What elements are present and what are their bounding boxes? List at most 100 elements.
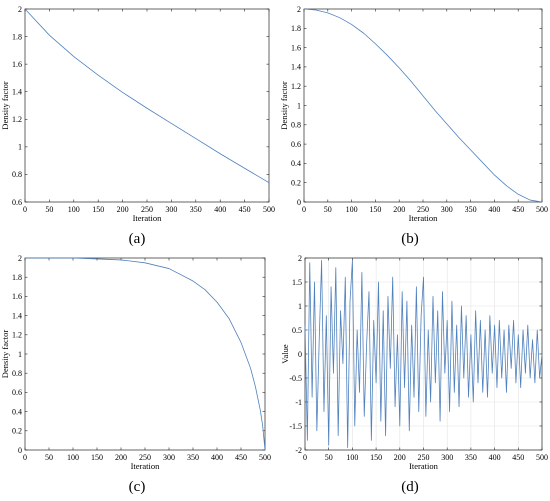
y-tick-label: 1 [298, 302, 302, 311]
x-tick-label: 300 [163, 453, 175, 462]
x-tick-label: 0 [23, 205, 27, 214]
panel-caption: (b) [401, 231, 419, 247]
y-tick-label: 1.2 [12, 115, 22, 124]
y-tick-label: -2 [295, 446, 302, 455]
y-tick-label: 1.6 [12, 60, 22, 69]
x-tick-label: 300 [441, 205, 453, 214]
x-tick-label: 400 [214, 205, 226, 214]
x-tick-label: 400 [488, 205, 500, 214]
chart-panel-a: 0 50 100 150 200 250 300 350 400 450 500 0.6 0.8 1 1.2… [0, 5, 275, 247]
y-tick-label: 1.8 [291, 24, 301, 33]
y-tick-label: 1.5 [292, 278, 302, 287]
x-tick-label: 50 [324, 205, 332, 214]
plot-frame [303, 8, 543, 203]
series-line-b-0 [303, 8, 543, 203]
chart-panel-c: 0 50 100 150 200 250 300 350 400 450 500 0 0.2 0.4 0.6… [0, 254, 271, 495]
x-tick-label: 450 [235, 453, 247, 462]
y-tick-label: 1 [18, 143, 22, 152]
x-tick-label: 450 [512, 453, 524, 462]
x-tick-label: 150 [91, 453, 103, 462]
y-tick-label: 0.6 [12, 388, 22, 397]
y-tick-label: 2 [18, 5, 22, 14]
x-tick-label: 500 [536, 453, 548, 462]
y-tick-label: 1.4 [291, 63, 301, 72]
x-tick-label: 150 [370, 453, 382, 462]
chart-panel-b: 0 50 100 150 200 250 300 350 400 450 500 0 0.2 0.4 0.6… [279, 5, 548, 247]
y-tick-label: 2 [18, 254, 22, 263]
x-tick-label: 50 [45, 453, 53, 462]
x-tick-label: 250 [139, 453, 151, 462]
panel-caption: (c) [129, 479, 146, 495]
x-tick-label: 50 [325, 453, 333, 462]
y-tick-label: 1 [18, 350, 22, 359]
y-tick-label: 0 [297, 198, 301, 207]
y-tick-label: 0.8 [12, 369, 22, 378]
x-tick-label: 300 [165, 205, 177, 214]
y-tick-label: 1 [297, 101, 301, 110]
y-tick-label: 0.5 [292, 326, 302, 335]
y-tick-label: 0.2 [291, 179, 301, 188]
x-tick-label: 400 [211, 453, 223, 462]
x-tick-label: 50 [45, 205, 53, 214]
series-line-d-0 [304, 260, 543, 448]
y-tick-label: 0.2 [12, 427, 22, 436]
series-line-a-0 [24, 8, 270, 184]
y-tick-label: 0.4 [12, 407, 22, 416]
x-tick-label: 100 [346, 453, 358, 462]
series-line-c-0 [25, 257, 266, 451]
x-axis-label: Iteration [409, 213, 439, 223]
x-axis-label: Iteration [409, 461, 439, 471]
y-tick-label: 1.8 [12, 273, 22, 282]
x-tick-label: 350 [190, 205, 202, 214]
x-tick-label: 200 [393, 205, 405, 214]
panel-caption: (d) [401, 479, 419, 495]
y-tick-label: 1.2 [12, 331, 22, 340]
chart-panel-d: 0 50 100 150 200 250 300 350 400 450 500 -2 -1.5 -1 -0… [280, 254, 548, 495]
x-tick-label: 100 [68, 205, 80, 214]
x-tick-label: 450 [239, 205, 251, 214]
x-tick-label: 0 [302, 205, 306, 214]
y-tick-label: 0 [18, 446, 22, 455]
y-axis-label: Value [280, 344, 290, 364]
x-tick-label: 150 [369, 205, 381, 214]
x-tick-label: 250 [141, 205, 153, 214]
y-tick-label: 1.6 [12, 292, 22, 301]
x-tick-label: 300 [441, 453, 453, 462]
y-axis-label: Density factor [0, 81, 10, 130]
x-axis-label: Iteration [133, 213, 163, 223]
x-tick-label: 100 [67, 453, 79, 462]
y-tick-label: 1.2 [291, 82, 301, 91]
y-tick-label: 1.4 [12, 311, 22, 320]
x-tick-label: 350 [187, 453, 199, 462]
x-tick-label: 500 [259, 453, 271, 462]
x-tick-label: 250 [418, 453, 430, 462]
y-axis-label: Density factor [0, 330, 10, 379]
y-tick-label: 0 [298, 350, 302, 359]
plot-frame [24, 8, 270, 203]
x-tick-label: 250 [417, 205, 429, 214]
x-tick-label: 400 [489, 453, 501, 462]
x-tick-label: 450 [512, 205, 524, 214]
y-tick-label: -0.5 [289, 374, 302, 383]
plot-frame [24, 257, 266, 451]
y-tick-label: 0.6 [291, 140, 301, 149]
x-tick-label: 500 [263, 205, 275, 214]
y-tick-label: 0.8 [291, 121, 301, 130]
y-tick-label: 1.8 [12, 32, 22, 41]
y-tick-label: -1 [295, 398, 302, 407]
y-tick-label: 2 [298, 254, 302, 263]
y-tick-label: 0.4 [291, 159, 301, 168]
x-tick-label: 200 [115, 453, 127, 462]
x-tick-label: 0 [23, 453, 27, 462]
x-tick-label: 200 [117, 205, 129, 214]
x-tick-label: 350 [465, 205, 477, 214]
y-axis-label: Density factor [279, 81, 289, 130]
y-tick-label: 0.8 [12, 170, 22, 179]
y-tick-label: -1.5 [289, 422, 302, 431]
y-tick-label: 2 [297, 5, 301, 14]
y-tick-label: 1.6 [291, 43, 301, 52]
x-tick-label: 150 [92, 205, 104, 214]
x-tick-label: 500 [536, 205, 548, 214]
x-axis-label: Iteration [131, 461, 161, 471]
